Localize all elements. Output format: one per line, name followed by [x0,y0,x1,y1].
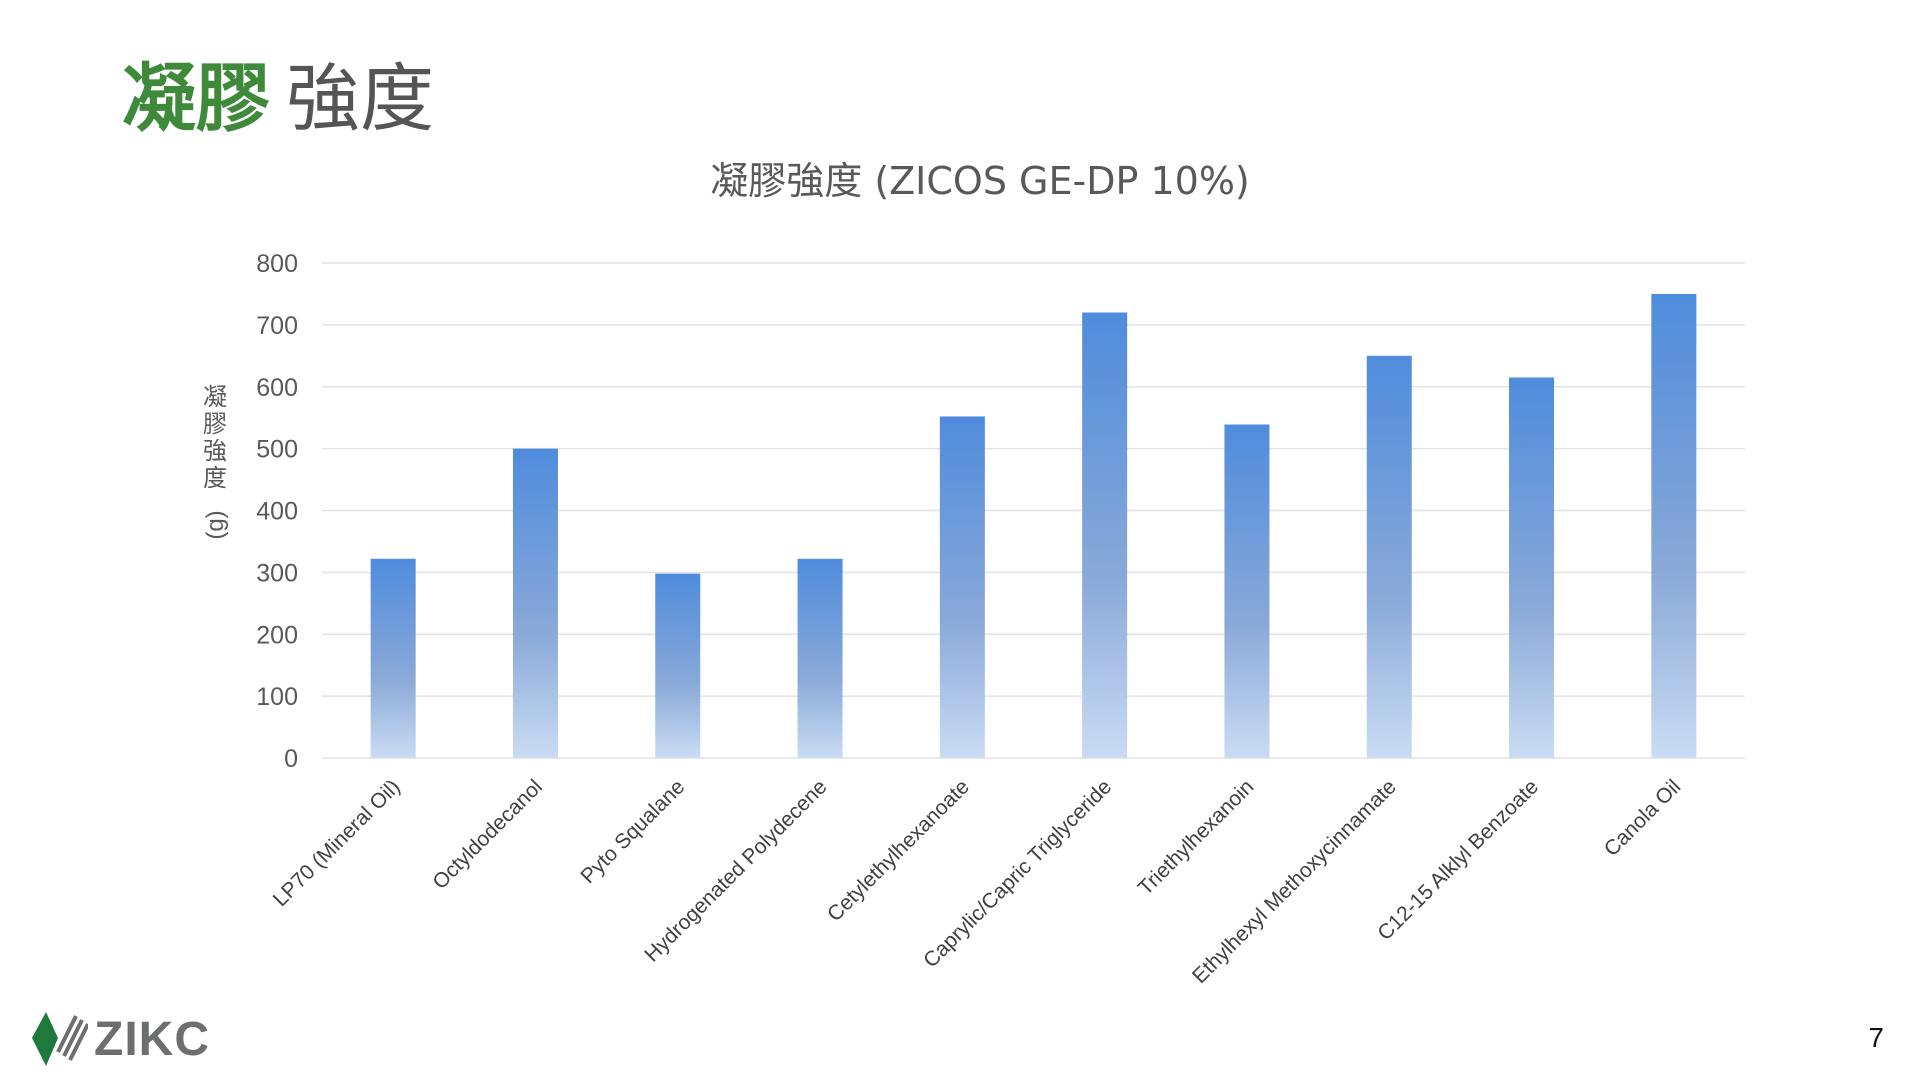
x-tick-label: Octyldodecanol [428,775,547,894]
bar [1224,424,1270,758]
x-tick-label: Pyto Squalane [576,775,689,888]
y-axis-label-unit: (g) [202,510,229,539]
slide-title-rest: 強度 [286,56,434,142]
y-tick-label: 600 [256,374,298,402]
y-tick-label: 300 [256,559,298,587]
y-tick-label: 0 [284,745,298,773]
y-axis: 0 100 200 300 400 500 600 700 800 [256,250,298,773]
bar [512,448,558,758]
x-axis: LP70 (Mineral Oil) Octyldodecanol Pyto Squ… [269,775,1686,988]
bar [939,416,985,758]
bar-chart: 凝膠強度 (ZICOS GE-DP 10%) 0 100 200 300 400 500 6… [202,159,1745,988]
bar [655,573,701,758]
x-tick-label: Cetylethylhexanoate [823,775,974,926]
logo-text: ZIKC [94,1013,210,1066]
x-tick-label: Canola Oil [1600,775,1686,861]
x-tick-label: C12-15 Alklyl Benzoate [1373,775,1543,945]
slide-title: 凝膠 強度 [122,62,434,136]
bar [1366,355,1412,758]
bar [1651,293,1697,758]
x-tick-label: Triethylhexanoin [1134,775,1259,900]
logo-mark-icon [32,1012,88,1066]
bar [1082,312,1128,758]
page-number: 7 [1868,1022,1884,1053]
y-tick-label: 200 [256,621,298,649]
slide-title-accent: 凝膠 [122,56,270,142]
y-axis-label: 凝膠強度 [203,383,227,492]
bar [1509,377,1555,758]
chart-grid [322,262,1745,759]
y-tick-label: 100 [256,683,298,711]
bar-series [370,293,1697,758]
x-tick-label: LP70 (Mineral Oil) [269,775,405,911]
y-tick-label: 700 [256,312,298,340]
bar [370,558,416,758]
bar [797,558,843,758]
y-tick-label: 400 [256,498,298,526]
y-tick-label: 500 [256,436,298,464]
chart-title: 凝膠強度 (ZICOS GE-DP 10%) [710,159,1250,203]
y-tick-label: 800 [256,250,298,278]
